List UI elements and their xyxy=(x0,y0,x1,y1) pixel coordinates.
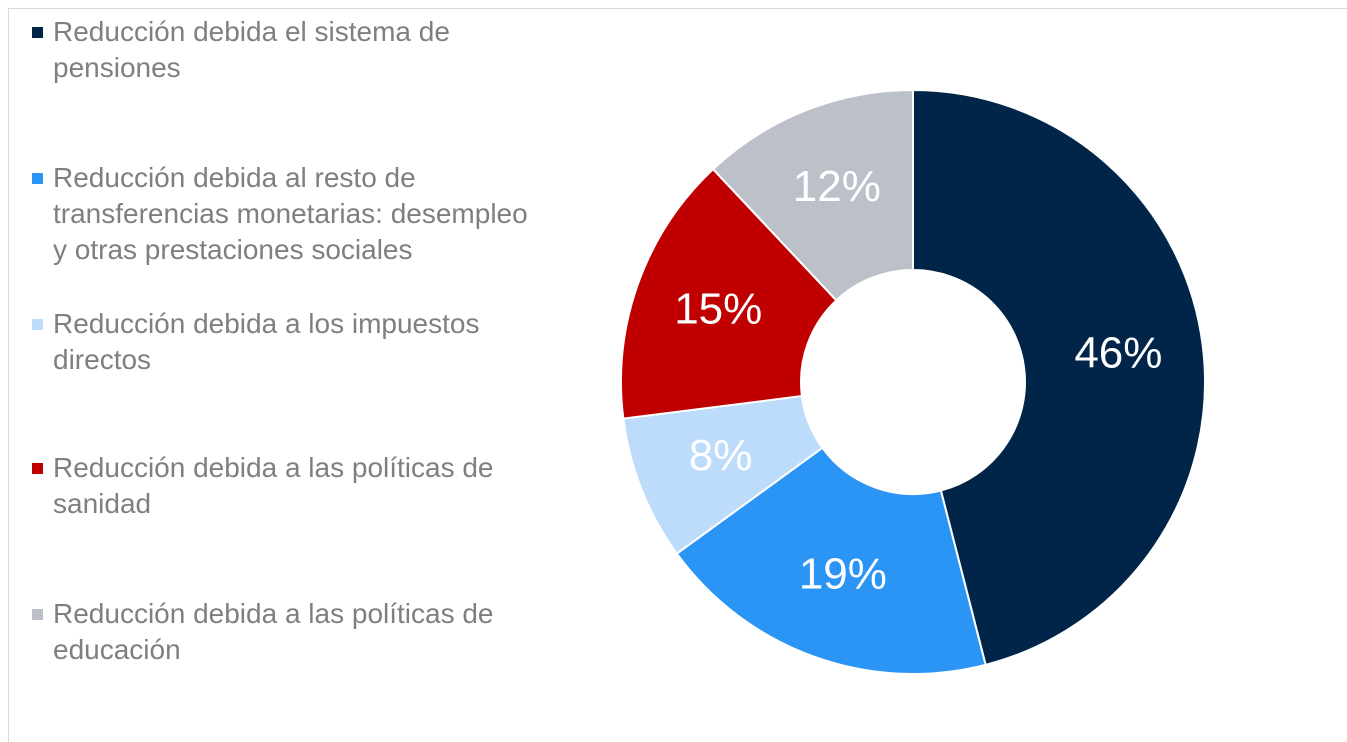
donut-slice xyxy=(620,167,838,420)
legend-swatch xyxy=(32,463,43,474)
legend-swatch xyxy=(32,609,43,620)
legend-swatch xyxy=(32,319,43,330)
donut-slice xyxy=(675,446,987,675)
data-label: 12% xyxy=(793,162,881,211)
legend-label: Reducción debida a los impuestos directo… xyxy=(53,308,480,375)
data-label: 19% xyxy=(799,549,887,598)
legend-label: Reducción debida a las políticas de sani… xyxy=(53,452,494,519)
legend-entry: Reducción debida a los impuestos directo… xyxy=(32,306,552,378)
data-label: 15% xyxy=(674,285,762,334)
legend-label: Reducción debida el sistema de pensiones xyxy=(53,16,450,83)
donut-slice xyxy=(711,88,914,302)
data-label: 46% xyxy=(1074,329,1162,378)
data-label: 8% xyxy=(689,431,753,480)
legend-swatch xyxy=(32,27,43,38)
legend-entry: Reducción debida a las políticas de educ… xyxy=(32,596,552,668)
legend-entry: Reducción debida al resto de transferenc… xyxy=(32,160,552,268)
legend-entry: Reducción debida a las políticas de sani… xyxy=(32,450,552,522)
legend-entry: Reducción debida el sistema de pensiones xyxy=(32,14,552,86)
legend-label: Reducción debida a las políticas de educ… xyxy=(53,598,494,665)
chart-frame xyxy=(8,8,1347,742)
legend-label: Reducción debida al resto de transferenc… xyxy=(53,162,528,265)
donut-slice xyxy=(912,88,1206,667)
legend-swatch xyxy=(32,173,43,184)
